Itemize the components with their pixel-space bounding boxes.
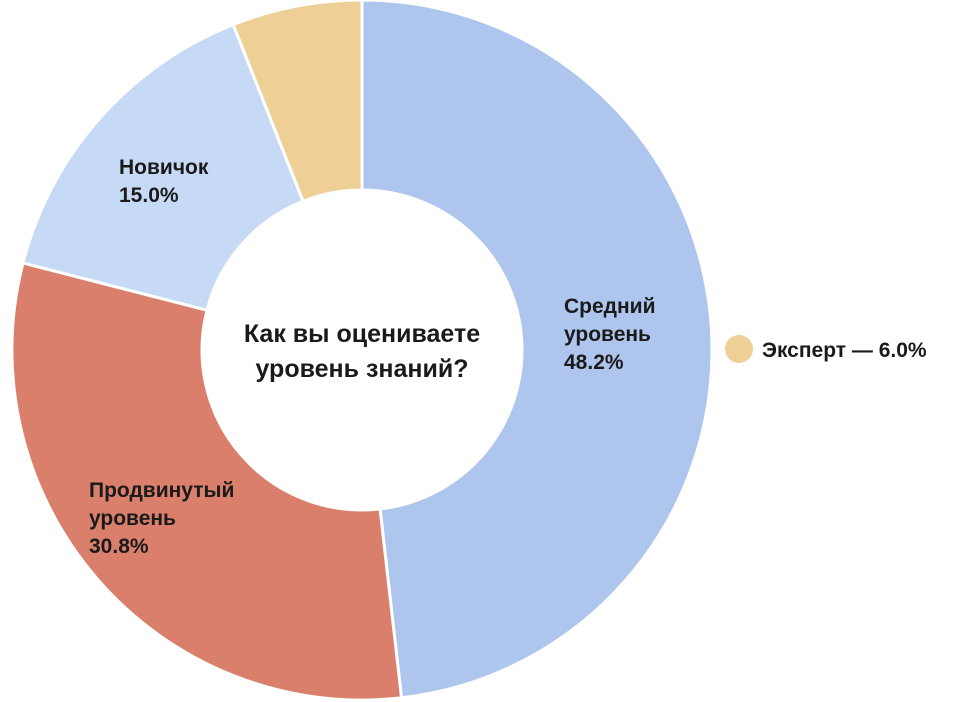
slice-label-medium-line-1: Средний	[564, 295, 656, 318]
slice-expert	[231, 0, 364, 204]
legend-swatch-expert	[725, 335, 753, 363]
slice-label-medium-line-2: уровень	[564, 323, 651, 346]
slice-label-advanced-line-1: Продвинутый	[89, 479, 234, 502]
slice-label-novice: Новичок 15.0%	[119, 156, 209, 207]
slice-label-advanced-value: 30.8%	[89, 535, 149, 558]
legend: Эксперт — 6.0%	[725, 335, 927, 363]
slice-label-novice-line-1: Новичок	[119, 156, 209, 179]
slice-label-medium-value: 48.2%	[564, 351, 624, 374]
slice-label-advanced-line-2: уровень	[89, 507, 176, 530]
slice-medium	[360, 0, 714, 700]
slice-label-novice-value: 15.0%	[119, 184, 179, 207]
chart-title-line-2: уровень знаний?	[255, 355, 468, 383]
chart-title-line-1: Как вы оцениваете	[244, 320, 480, 348]
slice-label-advanced: Продвинутый уровень 30.8%	[89, 479, 234, 558]
slice-label-medium: Средний уровень 48.2%	[564, 295, 656, 374]
chart-slices	[10, 0, 714, 702]
slice-novice	[21, 22, 306, 313]
slice-advanced	[10, 261, 404, 702]
legend-label-expert: Эксперт — 6.0%	[762, 339, 927, 362]
chart-title: Как вы оцениваете уровень знаний?	[244, 320, 480, 383]
